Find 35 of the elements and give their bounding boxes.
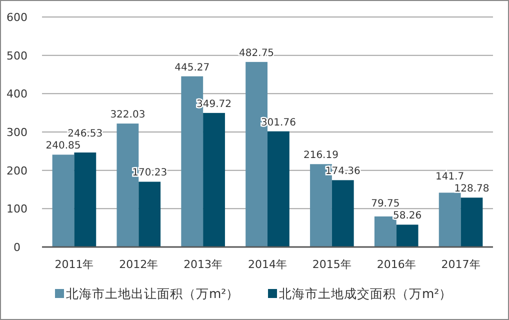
x-tick-label: 2017年 — [441, 258, 480, 271]
data-label: 141.7 — [436, 172, 464, 183]
y-tick-label: 500 — [6, 49, 28, 62]
data-label: 128.78 — [454, 184, 490, 195]
x-tick-label: 2012年 — [119, 258, 158, 271]
x-tick-label: 2014年 — [248, 258, 287, 271]
x-tick-label: 2016年 — [376, 258, 416, 271]
x-tick-label: 2015年 — [312, 258, 352, 271]
bar — [138, 182, 161, 247]
legend-label: 北海市土地成交面积（万m²） — [279, 286, 452, 301]
y-tick-label: 200 — [6, 164, 28, 178]
y-tick-label: 300 — [6, 126, 28, 139]
bar — [332, 180, 354, 247]
data-label: 445.27 — [174, 62, 210, 74]
y-tick-label: 400 — [6, 88, 28, 101]
bar — [396, 224, 418, 247]
data-label: 482.75 — [239, 48, 274, 59]
data-label: 246.53 — [68, 128, 103, 140]
bar — [74, 152, 96, 247]
data-label: 240.85 — [46, 140, 81, 152]
data-label: 79.75 — [371, 198, 400, 210]
x-tick-label: 2013年 — [184, 258, 223, 271]
y-tick-label: 0 — [14, 241, 20, 254]
data-label: 322.03 — [110, 110, 146, 121]
y-tick-label: 600 — [6, 11, 28, 24]
bar — [438, 192, 461, 247]
bar — [460, 198, 483, 247]
bar — [52, 154, 74, 247]
bar — [268, 131, 290, 247]
bar — [203, 112, 225, 247]
data-label: 216.19 — [303, 150, 338, 162]
y-tick-label: 100 — [6, 202, 28, 216]
data-label: 58.26 — [392, 210, 422, 222]
legend-label: 北海市土地出让面积（万m²） — [66, 286, 240, 301]
x-tick-label: 2011年 — [54, 258, 94, 271]
